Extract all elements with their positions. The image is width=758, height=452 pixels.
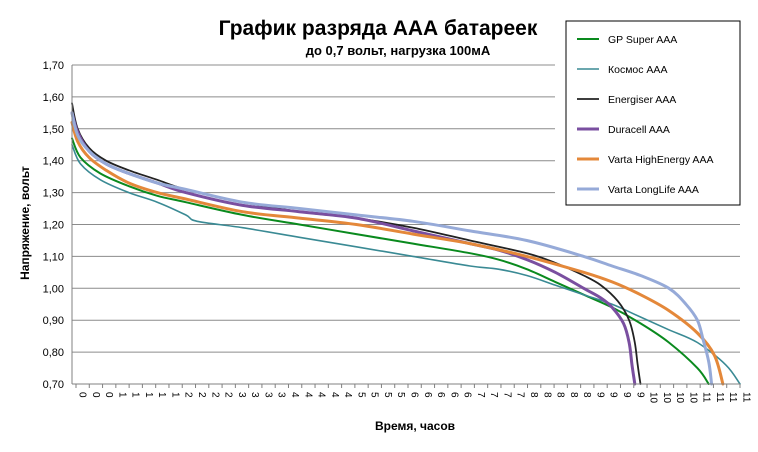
legend: GP Super AAA Космос AAA Energiser AAA Durac…: [565, 20, 741, 206]
y-tick-label: 1,40: [43, 156, 64, 168]
x-tick-label: 11: [701, 392, 712, 403]
axes: [71, 65, 741, 388]
x-tick-label: 4: [289, 392, 300, 398]
y-axis-title: Напряжение, вольт: [18, 166, 32, 280]
x-tick-label: 11: [741, 392, 752, 403]
x-tick-label: 9: [594, 392, 605, 398]
y-tick-label: 0,90: [43, 315, 64, 327]
series-line-gp-super-aaa: [71, 137, 710, 385]
x-tick-label: 8: [581, 392, 592, 398]
x-tick-label: 4: [316, 392, 327, 398]
series-line-космос-aaa: [71, 144, 741, 385]
x-tick-label: 8: [568, 392, 579, 398]
x-tick-label: 9: [621, 392, 632, 398]
x-tick-label: 2: [196, 392, 207, 398]
series-line-energiser-aaa: [71, 102, 642, 385]
y-tick-label: 1,70: [43, 60, 64, 72]
x-tick-label: 7: [488, 392, 499, 398]
x-tick-label: 10: [687, 392, 698, 404]
x-tick-label: 9: [608, 392, 619, 398]
y-tick-label: 0,80: [43, 347, 64, 359]
x-tick-label: 3: [236, 392, 247, 398]
y-tick-label: 1,20: [43, 220, 64, 232]
x-tick-label: 1: [116, 392, 127, 398]
x-tick-label: 5: [382, 392, 393, 398]
legend-label: Energiser AAA: [608, 94, 676, 106]
y-tick-label: 1,30: [43, 188, 64, 200]
x-tick-label: 11: [727, 392, 738, 403]
x-tick-label: 5: [355, 392, 366, 398]
x-tick-label: 10: [648, 392, 659, 404]
x-tick-label: 6: [462, 392, 473, 398]
x-tick-label: 7: [475, 392, 486, 398]
x-tick-label: 4: [342, 392, 353, 398]
y-tick-labels: 0,70 0,80 0,90 1,00 1,10 1,20 1,30 1,40 1,50 1,60…: [43, 60, 64, 391]
y-tick-label: 1,50: [43, 124, 64, 136]
x-tick-label: 2: [209, 392, 220, 398]
x-tick-label: 6: [435, 392, 446, 398]
x-tick-label: 3: [276, 392, 287, 398]
x-tick-label: 7: [501, 392, 512, 398]
x-tick-label: 9: [634, 392, 645, 398]
y-tick-label: 1,60: [43, 92, 64, 104]
legend-label: Varta LongLife AAA: [608, 184, 699, 196]
series-line-varta-longlife-aaa: [70, 111, 714, 386]
x-tick-label: 6: [422, 392, 433, 398]
x-tick-label: 2: [183, 392, 194, 398]
y-tick-label: 0,70: [43, 379, 64, 391]
x-tick-label: 5: [395, 392, 406, 398]
x-tick-label: 6: [448, 392, 459, 398]
legend-label: Varta HighEnergy AAA: [608, 154, 713, 166]
x-tick-label: 10: [674, 392, 685, 404]
y-tick-label: 1,00: [43, 283, 64, 295]
x-tick-label: 4: [302, 392, 313, 398]
x-tick-label: 10: [661, 392, 672, 404]
legend-box: [565, 20, 741, 206]
x-tick-label: 1: [156, 392, 167, 398]
chart-subtitle: до 0,7 вольт, нагрузка 100мА: [306, 43, 491, 58]
x-tick-label: 0: [90, 392, 101, 398]
x-tick-label: 11: [714, 392, 725, 403]
legend-label: Космос AAA: [608, 64, 667, 76]
x-tick-label: 8: [541, 392, 552, 398]
gridlines: [72, 64, 740, 353]
x-tick-label: 1: [169, 392, 180, 398]
series-layer: [70, 102, 741, 386]
series-line-varta-highenergy-aaa: [70, 120, 725, 386]
legend-label: GP Super AAA: [608, 34, 677, 46]
x-tick-label: 8: [528, 392, 539, 398]
x-tick-label: 2: [223, 392, 234, 398]
x-tick-label: 3: [262, 392, 273, 398]
x-tick-label: 1: [143, 392, 154, 398]
y-tick-label: 1,10: [43, 251, 64, 263]
x-tick-label: 3: [249, 392, 260, 398]
x-tick-label: 5: [369, 392, 380, 398]
chart-title: График разряда ААА батареек: [219, 17, 538, 40]
x-tick-label: 0: [103, 392, 114, 398]
legend-label: Duracell AAA: [608, 124, 670, 136]
x-tick-label: 4: [329, 392, 340, 398]
x-tick-label: 0: [77, 392, 88, 398]
x-tick-label: 1: [130, 392, 141, 398]
x-axis-title: Время, часов: [375, 419, 455, 433]
x-tick-label: 7: [515, 392, 526, 398]
x-tick-label: 8: [555, 392, 566, 398]
x-tick-label: 6: [409, 392, 420, 398]
